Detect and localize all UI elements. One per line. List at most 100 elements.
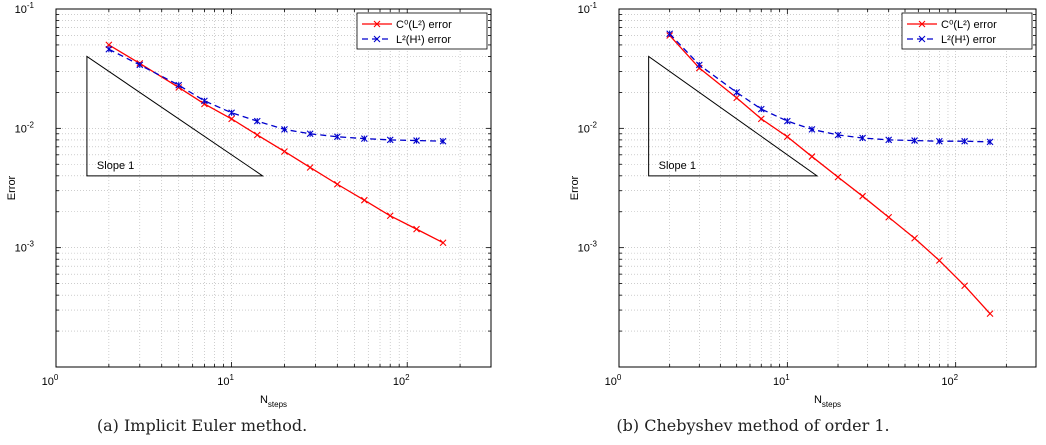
tick-base: 10 xyxy=(15,123,27,135)
legend-label: L²(H¹) error xyxy=(396,34,451,46)
x-tick-label: 102 xyxy=(393,373,410,388)
series-line xyxy=(669,33,991,143)
legend: C⁰(L²) error L²(H¹) error xyxy=(901,12,1033,50)
y-axis-label: Error xyxy=(569,175,581,200)
data-point xyxy=(360,135,368,143)
data-point xyxy=(733,94,741,102)
data-point xyxy=(136,61,144,69)
y-tick-label: 10-3 xyxy=(15,240,35,255)
data-point xyxy=(228,115,235,123)
legend-box xyxy=(901,12,1033,50)
legend: C⁰(L²) error L²(H¹) error xyxy=(356,12,488,50)
data-point xyxy=(859,134,867,142)
series-1 xyxy=(666,30,994,146)
legend-label: C⁰(L²) error xyxy=(396,19,452,31)
tick-base: 10 xyxy=(217,376,229,388)
tick-base: 10 xyxy=(773,376,785,388)
slope-annotation: Slope 1 xyxy=(97,160,134,172)
legend-item: C⁰(L²) error xyxy=(907,19,997,31)
data-point xyxy=(885,213,893,221)
legend-label: C⁰(L²) error xyxy=(941,19,997,31)
data-point xyxy=(986,310,994,318)
data-point xyxy=(935,137,943,145)
data-point xyxy=(306,130,314,138)
x-tick-label: 100 xyxy=(42,373,59,388)
grid xyxy=(56,9,491,367)
x-axis-label-main: N xyxy=(260,394,268,406)
data-point xyxy=(695,61,703,69)
x-axis-label-sub: steps xyxy=(268,400,287,409)
slope-triangle xyxy=(648,55,819,177)
data-point xyxy=(808,125,816,133)
tick-exponent: -1 xyxy=(590,1,598,10)
tick-exponent: -1 xyxy=(27,1,35,10)
data-point xyxy=(808,153,816,160)
tick-base: 10 xyxy=(941,376,953,388)
tick-marks xyxy=(618,9,1037,368)
data-point xyxy=(281,125,288,133)
y-tick-label: 10-2 xyxy=(15,120,35,135)
data-point xyxy=(386,136,394,144)
data-point xyxy=(201,97,208,105)
y-tick-label: 10-1 xyxy=(15,1,35,16)
series-1 xyxy=(105,45,447,145)
tick-exponent: -2 xyxy=(590,120,598,129)
data-point xyxy=(783,117,791,125)
data-point xyxy=(413,225,420,233)
data-point xyxy=(253,117,261,125)
series-0 xyxy=(666,32,994,318)
tick-exponent: -3 xyxy=(27,240,35,249)
data-point xyxy=(105,45,113,53)
legend-label: L²(H¹) error xyxy=(941,34,996,46)
data-point xyxy=(757,115,765,123)
y-axis-label: Error xyxy=(6,175,18,200)
tick-base: 10 xyxy=(578,243,590,255)
data-point xyxy=(306,164,314,171)
data-point xyxy=(961,137,969,145)
data-point xyxy=(175,81,183,89)
x-axis-label: Nsteps xyxy=(260,394,287,409)
tick-base: 10 xyxy=(15,4,27,16)
data-point xyxy=(333,133,341,141)
data-point xyxy=(666,30,674,38)
tick-exponent: 2 xyxy=(405,373,410,382)
tick-exponent: 1 xyxy=(230,373,235,382)
data-point xyxy=(386,212,394,220)
data-point xyxy=(281,148,288,155)
data-point xyxy=(333,180,341,188)
data-point xyxy=(757,105,765,113)
data-point xyxy=(253,131,261,139)
data-point xyxy=(439,239,447,247)
legend-box xyxy=(356,12,488,50)
data-point xyxy=(733,89,741,96)
axes-frame xyxy=(618,8,1037,368)
data-point xyxy=(834,131,842,139)
tick-exponent: 0 xyxy=(617,373,622,382)
y-tick-label: 10-2 xyxy=(578,120,598,135)
data-point xyxy=(911,137,918,144)
tick-exponent: -2 xyxy=(27,120,35,129)
data-point xyxy=(360,196,368,204)
slope-triangle xyxy=(86,55,265,177)
data-point xyxy=(439,137,447,145)
legend-item: L²(H¹) error xyxy=(907,34,996,46)
series-0 xyxy=(105,41,447,247)
tick-exponent: -3 xyxy=(590,240,598,249)
series-line xyxy=(669,35,991,315)
legend-item: C⁰(L²) error xyxy=(362,19,452,31)
data-point xyxy=(783,133,791,141)
tick-base: 10 xyxy=(578,4,590,16)
tick-marks xyxy=(55,9,492,368)
figure-caption: (b) Chebyshev method of order 1. xyxy=(616,416,889,435)
legend-item: L²(H¹) error xyxy=(362,34,451,46)
tick-base: 10 xyxy=(15,243,27,255)
y-tick-label: 10-1 xyxy=(578,1,598,16)
slope-annotation: Slope 1 xyxy=(659,160,696,172)
tick-base: 10 xyxy=(393,376,405,388)
tick-exponent: 1 xyxy=(785,373,790,382)
axes-frame xyxy=(55,8,492,368)
grid xyxy=(619,9,1036,367)
tick-exponent: 0 xyxy=(54,373,59,382)
